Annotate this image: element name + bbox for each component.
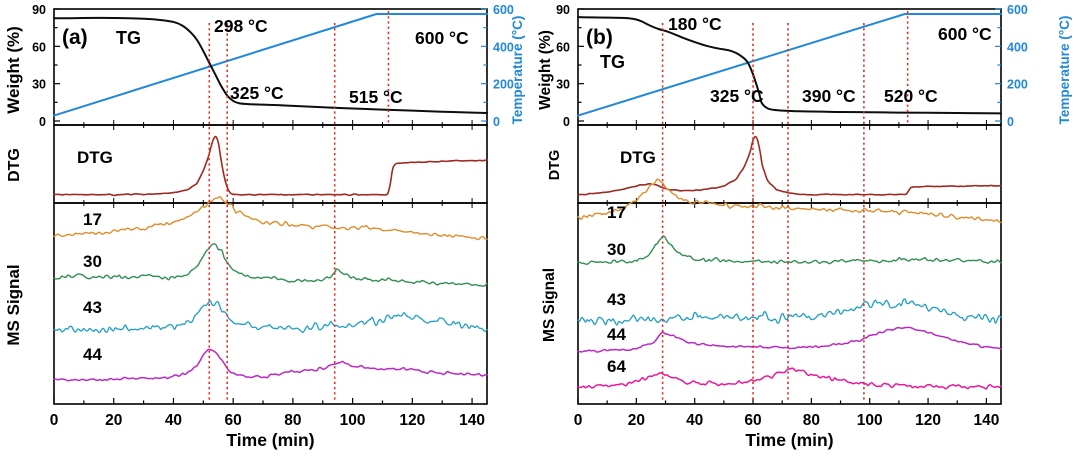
svg-text:80: 80 (803, 412, 820, 429)
svg-text:390 °C: 390 °C (802, 86, 856, 106)
svg-text:0: 0 (50, 412, 59, 429)
svg-text:17: 17 (83, 210, 102, 229)
svg-text:520 °C: 520 °C (884, 86, 938, 106)
svg-text:TG: TG (600, 52, 625, 72)
svg-text:600 °C: 600 °C (415, 28, 469, 48)
svg-text:60: 60 (225, 412, 242, 429)
svg-text:44: 44 (83, 345, 102, 364)
svg-text:600: 600 (1007, 3, 1028, 17)
svg-text:0: 0 (1007, 115, 1014, 129)
svg-text:Time (min): Time (min) (226, 430, 314, 450)
svg-text:Weight (%): Weight (%) (537, 30, 554, 110)
svg-text:140: 140 (973, 412, 999, 429)
svg-text:325 °C: 325 °C (710, 86, 764, 106)
svg-text:100: 100 (340, 412, 366, 429)
svg-text:600: 600 (493, 3, 514, 17)
svg-text:325 °C: 325 °C (230, 83, 284, 103)
svg-text:0: 0 (493, 115, 500, 129)
svg-text:64: 64 (607, 357, 626, 376)
svg-text:515 °C: 515 °C (349, 87, 403, 107)
svg-text:30: 30 (556, 78, 570, 92)
svg-text:30: 30 (607, 240, 626, 259)
svg-text:Temperature (°C): Temperature (°C) (1057, 16, 1072, 125)
svg-text:DTG: DTG (77, 148, 113, 167)
svg-text:Weight (%): Weight (%) (4, 26, 23, 114)
svg-text:30: 30 (83, 252, 102, 271)
svg-text:0: 0 (39, 115, 46, 129)
svg-text:MS Signal: MS Signal (541, 268, 558, 342)
svg-text:0: 0 (574, 412, 583, 429)
svg-text:60: 60 (556, 40, 570, 54)
svg-text:0: 0 (563, 115, 570, 129)
svg-text:40: 40 (686, 412, 703, 429)
svg-text:90: 90 (32, 3, 46, 17)
svg-text:(b): (b) (586, 26, 613, 49)
svg-text:20: 20 (105, 412, 122, 429)
svg-text:MS Signal: MS Signal (4, 264, 23, 345)
svg-text:44: 44 (607, 325, 626, 344)
svg-text:90: 90 (556, 3, 570, 17)
svg-text:Temperature (°C): Temperature (°C) (510, 16, 525, 125)
svg-text:20: 20 (628, 412, 645, 429)
svg-text:80: 80 (284, 412, 301, 429)
svg-text:298 °C: 298 °C (214, 16, 268, 36)
svg-text:600 °C: 600 °C (938, 24, 992, 44)
svg-text:120: 120 (399, 412, 425, 429)
svg-text:180 °C: 180 °C (668, 14, 722, 34)
svg-text:DTG: DTG (620, 148, 656, 167)
svg-text:TG: TG (116, 28, 141, 48)
svg-text:43: 43 (83, 298, 102, 317)
svg-text:400: 400 (1007, 40, 1028, 54)
svg-text:Time (min): Time (min) (745, 430, 833, 450)
svg-text:DTG: DTG (6, 148, 23, 182)
svg-text:60: 60 (744, 412, 761, 429)
svg-text:DTG: DTG (547, 150, 563, 181)
svg-text:(a): (a) (62, 26, 88, 49)
svg-text:140: 140 (459, 412, 485, 429)
svg-text:43: 43 (607, 290, 626, 309)
svg-text:17: 17 (607, 203, 626, 222)
svg-text:30: 30 (32, 78, 46, 92)
svg-text:40: 40 (165, 412, 182, 429)
svg-text:120: 120 (915, 412, 941, 429)
svg-text:60: 60 (32, 40, 46, 54)
svg-text:100: 100 (857, 412, 883, 429)
svg-text:200: 200 (1007, 78, 1028, 92)
